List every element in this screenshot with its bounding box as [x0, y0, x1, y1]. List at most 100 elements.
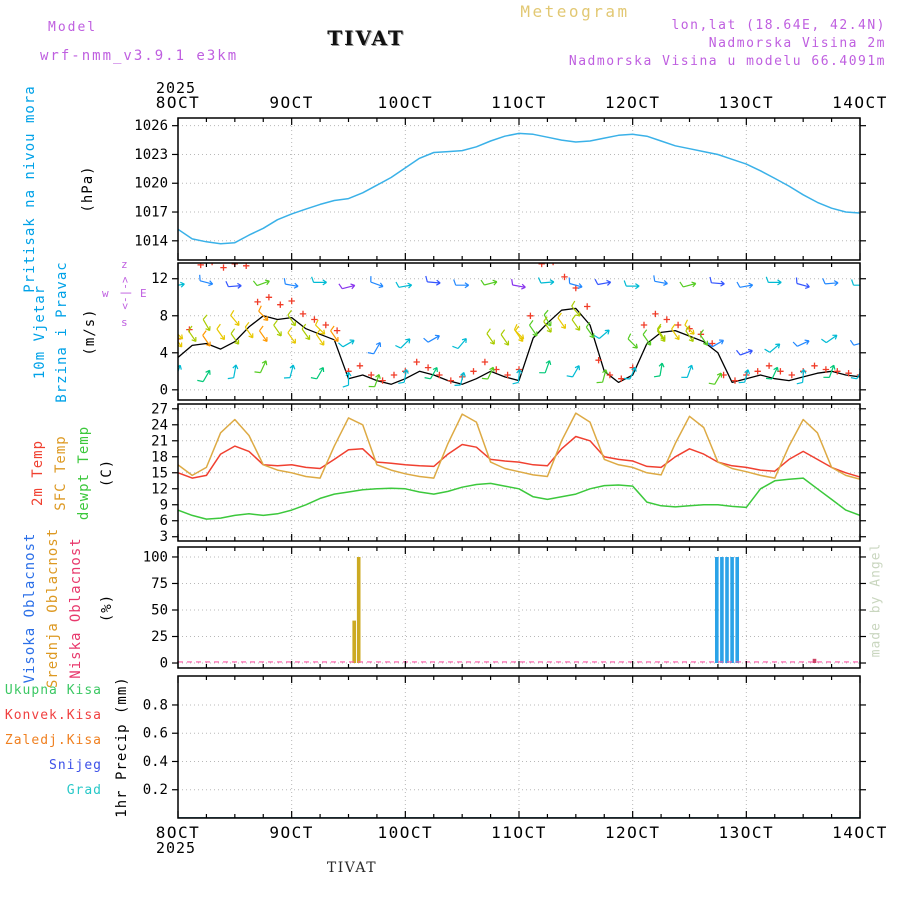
wind-barb: [368, 374, 381, 388]
udari-vjetra-marker: [470, 368, 477, 375]
compass-west-label: w: [102, 287, 109, 300]
wind-barb: [627, 333, 638, 349]
y-tick-label: 1014: [134, 233, 168, 249]
wind-barb: [623, 366, 637, 380]
year-label-bottom: 2025: [155, 839, 197, 857]
x-tick-label-top: 13OCT: [718, 93, 774, 112]
visoka-oblacnost-bar: [715, 557, 719, 663]
wind-barb: [568, 277, 583, 289]
year-label-top: 2025: [155, 79, 197, 97]
wind-barb: [571, 300, 581, 317]
udari-vjetra-marker: [504, 371, 511, 379]
y-tick-label: 24: [151, 417, 168, 433]
cloud-panel: 0 25 50 75 100: [143, 546, 866, 672]
y-tick-label: 1023: [134, 147, 168, 163]
wind-barb: [273, 320, 282, 337]
wind-barb: [287, 309, 296, 327]
wind-barb: [699, 329, 708, 346]
wind-barb: [513, 324, 525, 340]
y-tick-label: 9: [160, 497, 168, 513]
wind-barb: [764, 343, 781, 353]
udari-vjetra-marker: [811, 362, 818, 369]
udari-vjetra-marker: [527, 312, 534, 319]
wind-barb: [338, 283, 356, 290]
wind-barb: [395, 338, 411, 349]
wind-barb: [543, 316, 552, 333]
udari-vjetra-marker: [618, 375, 625, 382]
y-tick-label: 0.2: [143, 782, 168, 798]
wind-barb: [314, 319, 326, 335]
y-tick-label: 0.4: [143, 754, 168, 770]
wind-barb: [543, 309, 552, 327]
wind-barb: [454, 371, 466, 386]
wind-barb: [685, 325, 694, 343]
wind-barb: [792, 339, 810, 347]
wind-barb: [585, 321, 595, 339]
wind-barb: [425, 275, 441, 286]
wind-barb: [258, 305, 269, 321]
x-tick-label-top: 12OCT: [605, 93, 661, 112]
y-tick-label: 25: [151, 629, 168, 645]
wind-barb: [199, 274, 214, 287]
wind-barb: [851, 279, 860, 286]
wind-barb: [230, 309, 240, 326]
udari-vjetra-marker: [322, 321, 329, 329]
udari-vjetra-marker: [356, 362, 364, 369]
wind-barb: [178, 364, 182, 372]
wind-barb: [395, 281, 413, 289]
wind-barb: [511, 279, 526, 290]
wind-barb: [821, 334, 838, 344]
visoka-oblacnost-bar: [730, 557, 734, 663]
udari-vjetra-marker: [584, 303, 591, 310]
x-tick-label-bottom: 8OCT: [156, 823, 201, 842]
wind-barb: [623, 280, 640, 290]
wind-barb: [370, 276, 384, 289]
udari-vjetra-marker: [481, 358, 489, 366]
wind-series: [178, 263, 860, 388]
udari-vjetra-marker: [640, 321, 648, 329]
wind-barb: [529, 320, 538, 337]
wind-barb: [423, 334, 440, 343]
visoka-oblacnost-bar: [720, 557, 724, 663]
wind-barb: [315, 329, 325, 346]
wind-barb: [736, 281, 754, 289]
wind-barb: [486, 328, 495, 345]
pressure-panel: 1014 1017 1020 1023 1026: [134, 117, 866, 261]
wind-barb: [481, 366, 495, 380]
wind-barb: [283, 278, 299, 289]
station-title: TIVAT: [327, 26, 405, 50]
udari-vjetra-marker: [561, 273, 568, 281]
wind-barb: [424, 366, 438, 380]
udari-vjetra-marker: [288, 297, 295, 305]
udari-vjetra-marker: [856, 371, 860, 379]
pritisak-na-nivou-mora-line: [178, 132, 860, 245]
y-tick-label: 15: [151, 465, 168, 481]
wind-barb: [178, 341, 183, 348]
udari-vjetra-marker: [220, 264, 227, 271]
wind-barb: [227, 364, 239, 380]
wind-barb: [796, 369, 807, 385]
precip-panel: 0.2 0.4 0.6 0.8: [143, 675, 866, 819]
wind-barb: [202, 314, 211, 332]
model-label: Model: [48, 20, 98, 35]
pressure-series: [178, 132, 860, 245]
wind-barb: [225, 280, 242, 289]
temp-series: [178, 412, 860, 520]
y-tick-label: 21: [151, 433, 168, 449]
wind-barb: [709, 276, 725, 287]
wind-barb: [512, 369, 523, 385]
udari-vjetra-marker: [845, 370, 852, 377]
udari-vjetra-marker: [311, 316, 318, 323]
wind-barb: [178, 333, 184, 340]
wind-barb: [202, 330, 211, 347]
compass-south-label: s: [121, 316, 128, 329]
x-tick-label-bottom: 9OCT: [269, 823, 314, 842]
wind-barb: [287, 327, 296, 344]
wind-barb: [566, 365, 580, 378]
niska-oblacnost-bar: [812, 658, 817, 663]
udari-vjetra-marker: [731, 377, 739, 384]
wind-barb: [596, 369, 608, 384]
wind-barb: [849, 339, 860, 346]
meteogram-title: Meteogram: [520, 2, 630, 21]
